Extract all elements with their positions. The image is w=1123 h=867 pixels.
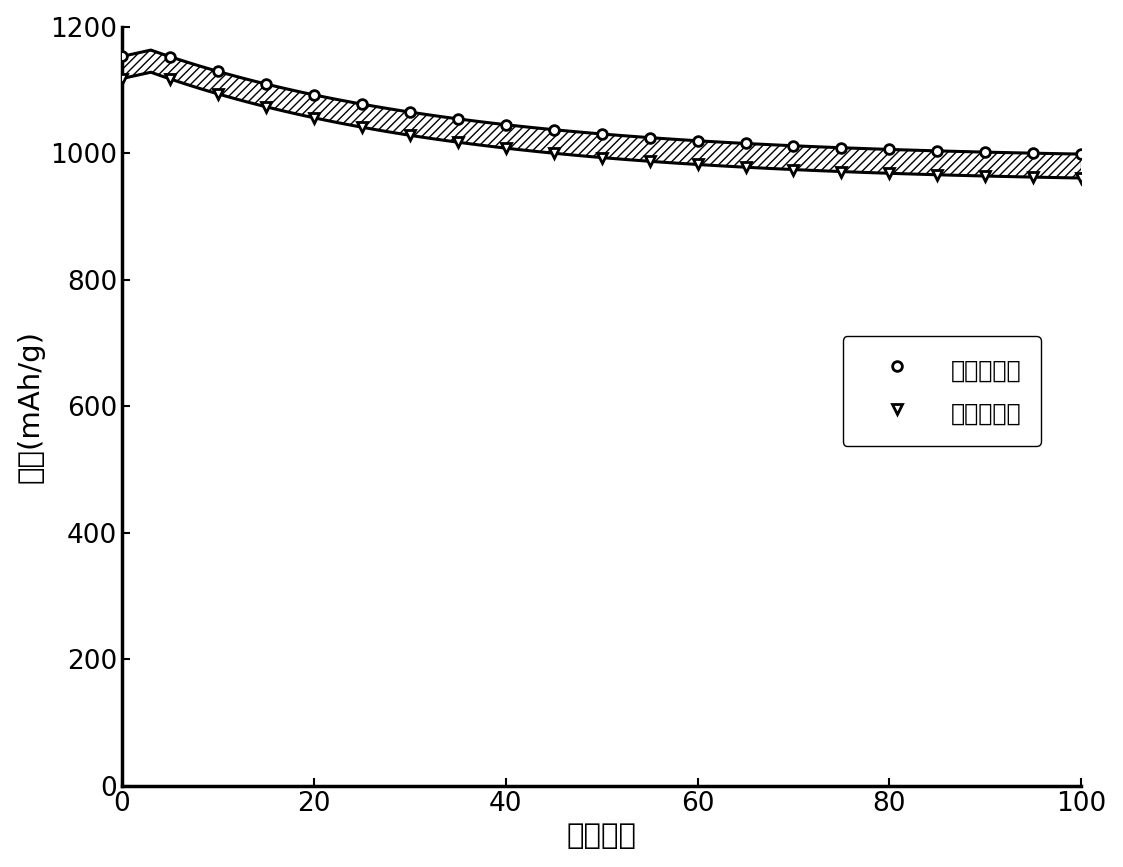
充电比容量: [355, 99, 368, 109]
放电比容量: [1075, 173, 1088, 183]
充电比容量: [499, 120, 512, 130]
充电比容量: [547, 125, 560, 135]
放电比容量: [787, 165, 801, 175]
充电比容量: [308, 89, 321, 100]
放电比容量: [116, 74, 129, 84]
放电比容量: [739, 162, 752, 173]
放电比容量: [834, 166, 848, 177]
充电比容量: [931, 146, 944, 156]
充电比容量: [259, 79, 273, 89]
放电比容量: [595, 153, 609, 163]
充电比容量: [403, 107, 417, 117]
充电比容量: [211, 66, 225, 76]
放电比容量: [163, 74, 176, 84]
放电比容量: [403, 130, 417, 140]
充电比容量: [978, 147, 992, 157]
放电比容量: [547, 148, 560, 159]
充电比容量: [163, 51, 176, 62]
充电比容量: [451, 114, 465, 124]
放电比容量: [691, 160, 704, 170]
X-axis label: 循环次数: 循环次数: [567, 822, 637, 851]
充电比容量: [1075, 149, 1088, 160]
放电比容量: [931, 170, 944, 180]
充电比容量: [642, 133, 656, 143]
放电比容量: [642, 156, 656, 166]
放电比容量: [1026, 172, 1040, 182]
充电比容量: [883, 144, 896, 154]
Legend: 充电比容量, 放电比容量: 充电比容量, 放电比容量: [842, 336, 1041, 446]
充电比容量: [116, 51, 129, 62]
Y-axis label: 容量(mAh/g): 容量(mAh/g): [17, 329, 45, 483]
放电比容量: [451, 137, 465, 147]
放电比容量: [883, 168, 896, 179]
充电比容量: [739, 138, 752, 148]
放电比容量: [211, 88, 225, 99]
Line: 放电比容量: 放电比容量: [117, 74, 1086, 183]
放电比容量: [499, 143, 512, 153]
放电比容量: [978, 171, 992, 181]
充电比容量: [787, 140, 801, 151]
放电比容量: [308, 113, 321, 123]
充电比容量: [595, 129, 609, 140]
充电比容量: [1026, 148, 1040, 159]
放电比容量: [355, 122, 368, 133]
放电比容量: [259, 101, 273, 112]
充电比容量: [691, 135, 704, 146]
充电比容量: [834, 142, 848, 153]
Line: 充电比容量: 充电比容量: [117, 51, 1086, 159]
